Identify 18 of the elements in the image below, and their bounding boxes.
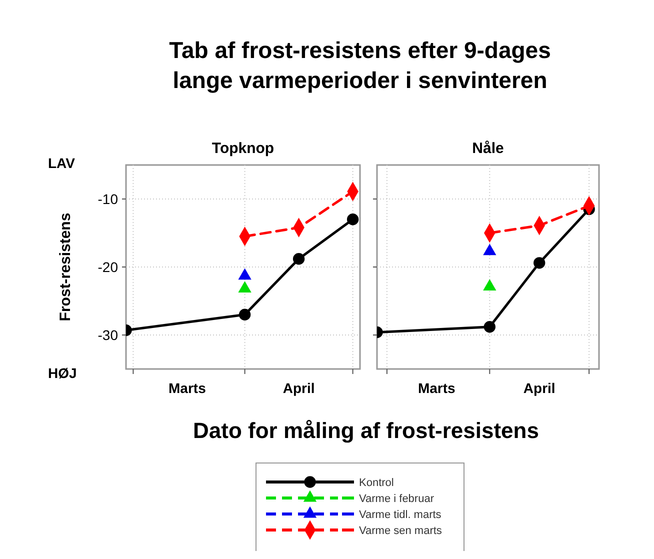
chart-subtitle: Nåle: [472, 140, 504, 157]
x-tick-label: Marts: [168, 380, 206, 396]
legend-label: Varme sen marts: [359, 525, 442, 537]
legend-label: Varme i februar: [359, 493, 434, 505]
text: HØJ: [48, 365, 77, 381]
x-tick-label: Marts: [418, 380, 456, 396]
y-tick-label: -30: [98, 327, 118, 343]
text: LAV: [48, 155, 76, 171]
chart-title: Tab af frost-resistens efter 9-dages lange varmeperioder i senvinteren: [169, 37, 551, 93]
y-tick-label: -10: [98, 191, 118, 207]
y-tick-label: -20: [98, 259, 118, 275]
x-tick-label: April: [523, 380, 556, 396]
chart-subtitle: Topknop: [212, 140, 274, 157]
y-axis-title: Frost-resistens: [57, 212, 74, 322]
x-axis-title: Dato for måling af frost-resistens: [193, 418, 539, 443]
legend-label: Varme tidl. marts: [359, 509, 442, 521]
x-tick-label: April: [282, 380, 315, 396]
legend-label: Kontrol: [359, 477, 394, 489]
